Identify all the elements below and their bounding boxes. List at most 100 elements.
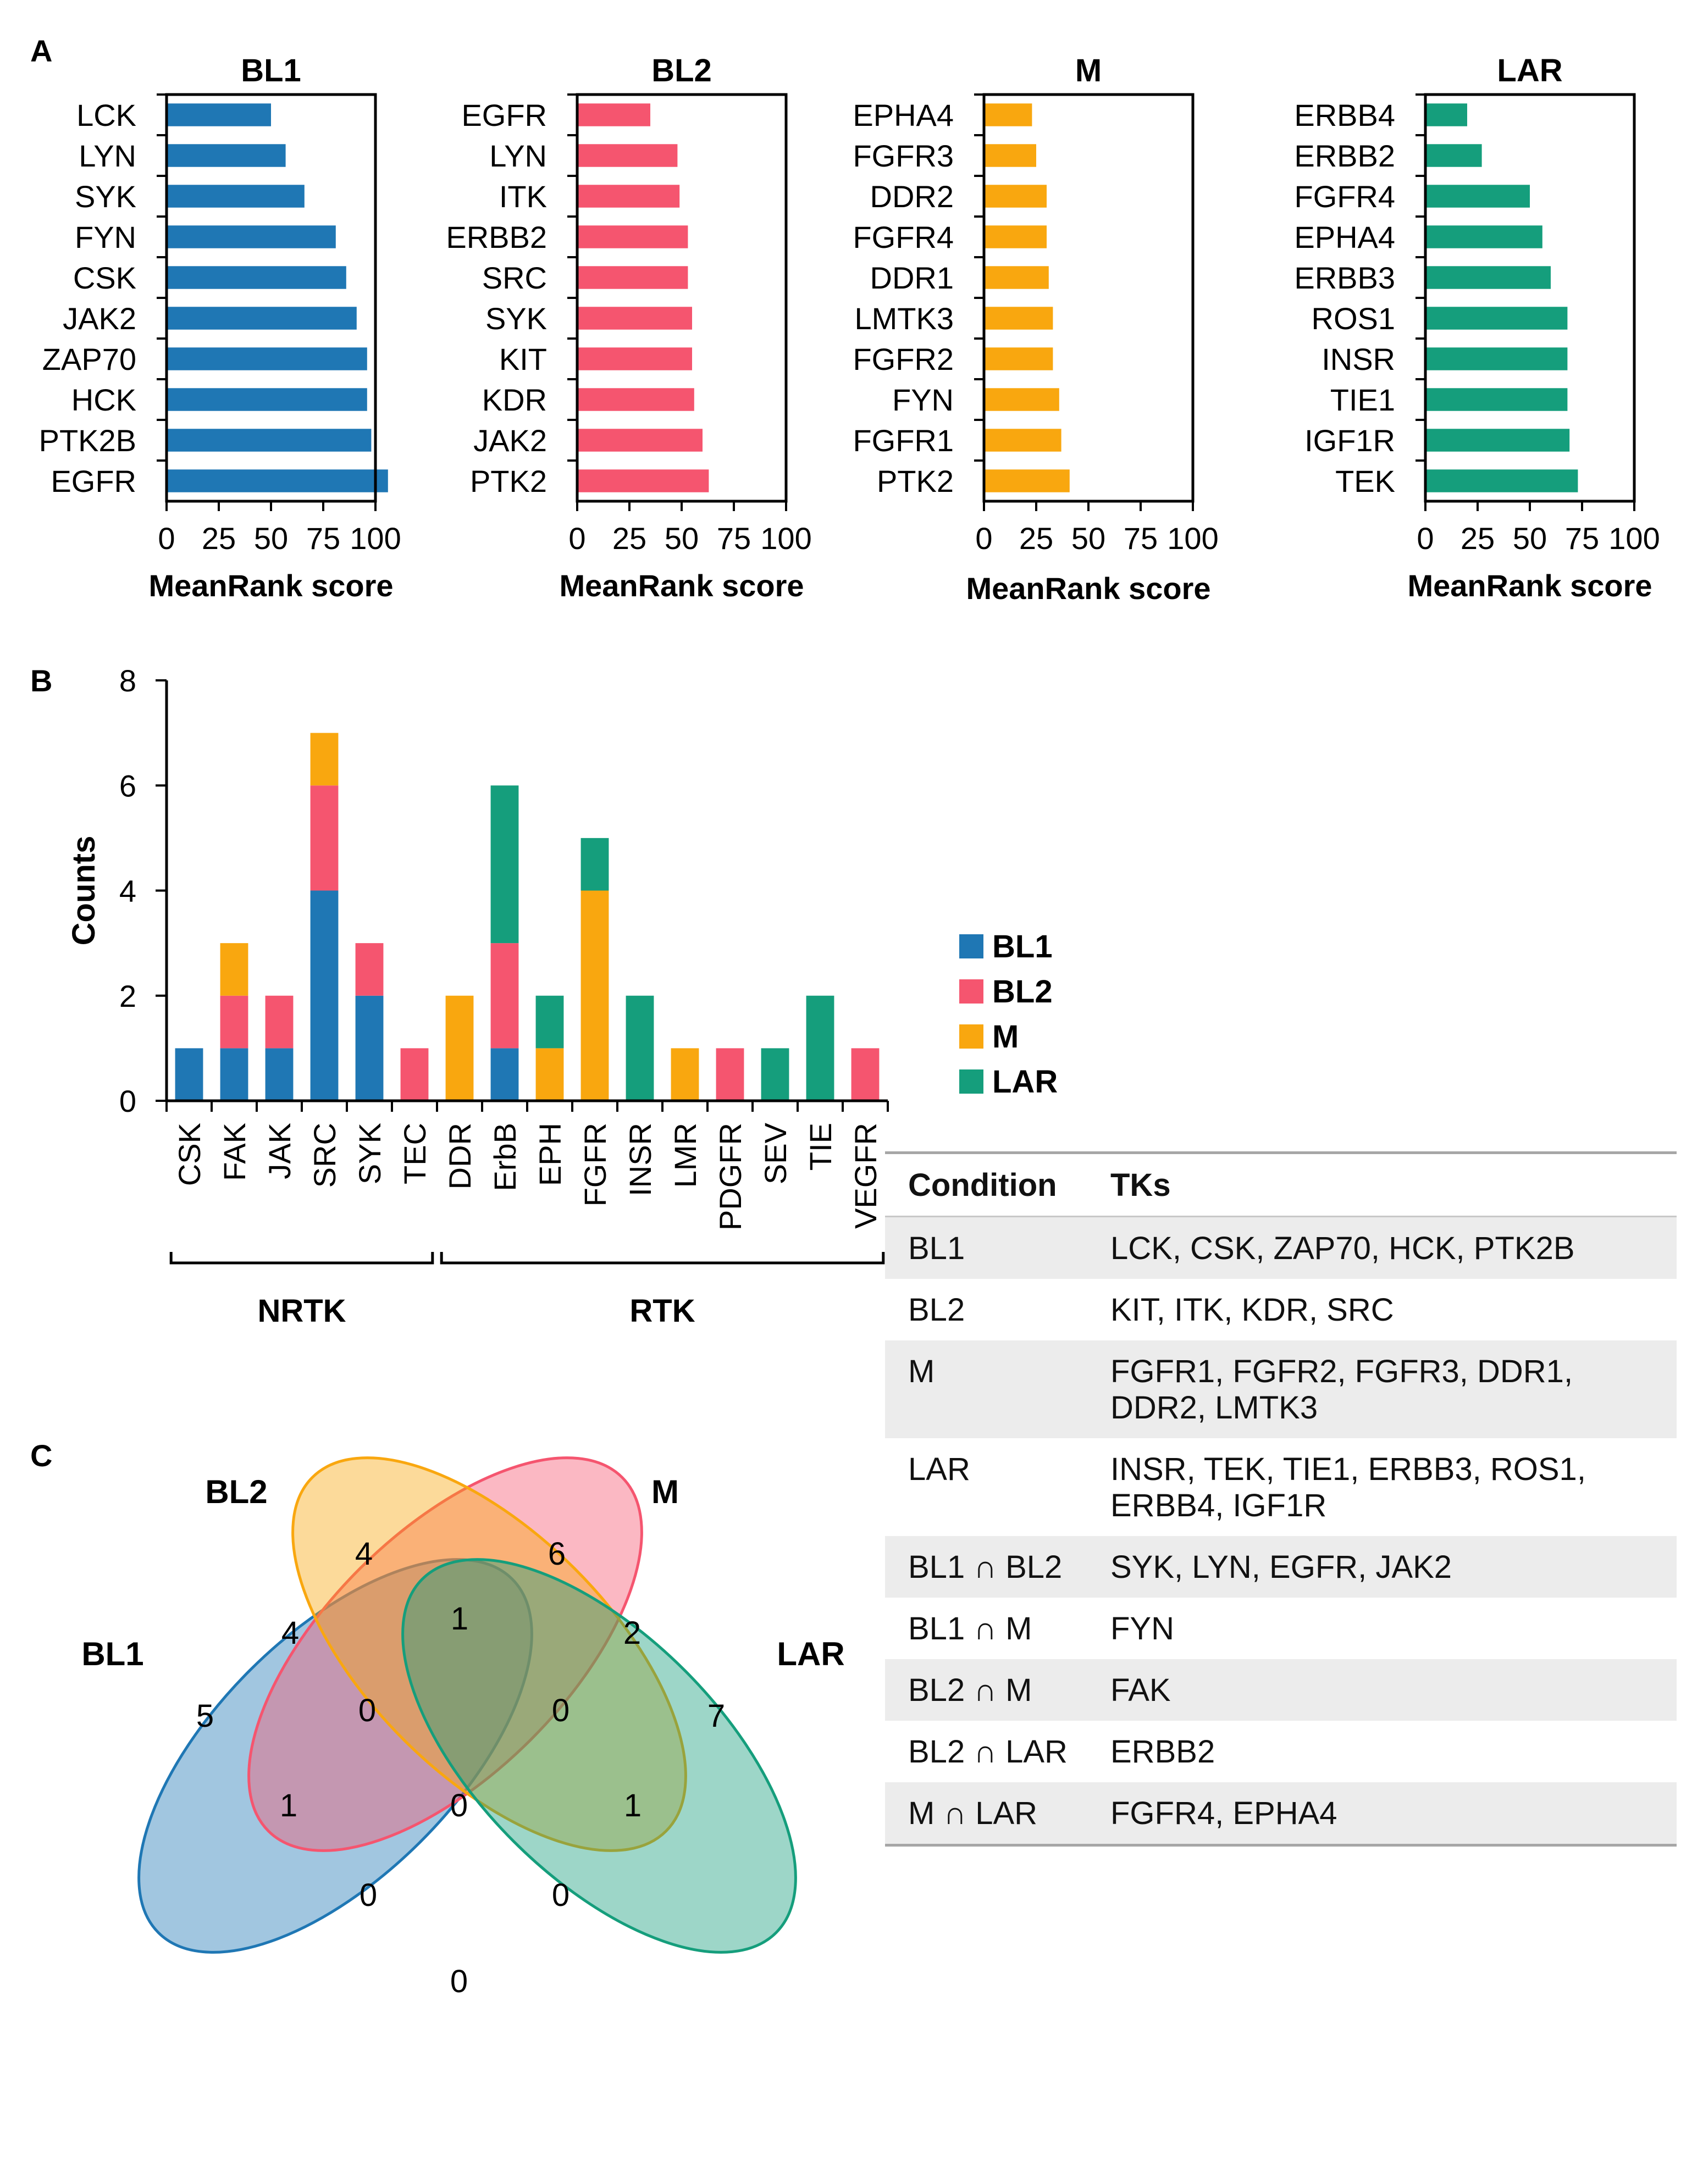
bar-tie1 — [1425, 388, 1568, 411]
bar-segment-jak-bl2 — [265, 995, 294, 1049]
bar-ddr2 — [984, 185, 1047, 208]
cell-tks: FGFR4, EPHA4 — [1110, 1795, 1337, 1831]
bar-segment-vegfr-bl2 — [851, 1048, 880, 1101]
bar-epha4 — [984, 103, 1032, 126]
group-label-nrtk: NRTK — [257, 1293, 346, 1329]
y-tick-label: 0 — [119, 1084, 136, 1118]
venn-count-bl1-lar: 0 — [450, 1964, 468, 1999]
category-label-ptk2b: PTK2B — [39, 423, 136, 458]
category-label-itk: ITK — [499, 179, 547, 214]
bar-kdr — [577, 388, 694, 411]
x-tick-label: 100 — [1167, 521, 1218, 556]
category-label-erbb4: ERBB4 — [1294, 98, 1395, 132]
category-label-src: SRC — [482, 260, 547, 295]
bar-lyn — [167, 144, 286, 167]
category-label-fgfr3: FGFR3 — [853, 138, 954, 173]
category-label-erbb: ErbB — [488, 1123, 522, 1191]
category-label-lyn: LYN — [489, 138, 547, 173]
category-label-erbb2: ERBB2 — [446, 220, 547, 254]
venn-diagram: BL1 BL2 M LAR 5 4 6 7 4 1 2 0 0 1 0 1 0 0 0 — [81, 1456, 845, 1999]
bar-lmtk3 — [984, 307, 1053, 330]
table-header-row: Condition TKs — [885, 1154, 1677, 1217]
category-label-lyn: LYN — [79, 138, 136, 173]
category-label-tie: TIE — [803, 1123, 838, 1171]
category-label-egfr: EGFR — [461, 98, 547, 132]
bar-fyn — [984, 388, 1059, 411]
category-label-insr: INSR — [623, 1123, 657, 1196]
bar-egfr — [577, 103, 650, 126]
bar-csk — [167, 266, 346, 289]
bar-ptk2 — [984, 469, 1070, 492]
category-label-tek: TEK — [1335, 464, 1395, 498]
category-label-ddr2: DDR2 — [870, 179, 954, 214]
venn-count-bl1-m-lar: 0 — [360, 1877, 377, 1913]
venn-count-m-lar: 2 — [623, 1615, 641, 1651]
bar-src — [577, 266, 688, 289]
chart-title: LAR — [1497, 53, 1562, 88]
bar-segment-fgfr-m — [580, 890, 609, 1101]
cell-tks: INSR, TEK, TIE1, ERBB3, ROS1, ERBB4, IGF… — [1110, 1451, 1586, 1523]
category-label-csk: CSK — [172, 1123, 207, 1186]
bar-erbb2 — [1425, 144, 1482, 167]
bar-tek — [1425, 469, 1578, 492]
legend-swatch-bl2 — [959, 979, 983, 1004]
bar-ptk2b — [167, 429, 372, 452]
bar-segment-eph-m — [535, 1048, 564, 1101]
category-label-epha4: EPHA4 — [1294, 220, 1395, 254]
category-label-src: SRC — [307, 1123, 342, 1188]
category-label-fak: FAK — [217, 1123, 252, 1181]
venn-label-m: M — [651, 1473, 679, 1510]
x-axis-label: MeanRank score — [1407, 568, 1652, 603]
table-row: BL2 ∩ LAR ERBB2 — [885, 1721, 1677, 1782]
panel-label-b: B — [30, 663, 52, 698]
cell-condition: BL1 ∩ BL2 — [908, 1549, 1063, 1585]
bar-fgfr3 — [984, 144, 1036, 167]
category-label-lmtk3: LMTK3 — [855, 301, 954, 336]
legend-label-bl2: BL2 — [992, 974, 1053, 1010]
x-tick-label: 100 — [760, 521, 811, 556]
category-label-jak2: JAK2 — [473, 423, 547, 458]
chart-title: M — [1075, 53, 1102, 88]
bar-chart-bl1: BL1 LCK LYN SYK FYN CSK JAK2 ZAP70 HCK PTK2B EGFR 0… — [39, 53, 401, 603]
x-tick-label: 50 — [665, 521, 699, 556]
bar-fgfr4 — [984, 225, 1047, 248]
category-label-erbb2: ERBB2 — [1294, 138, 1395, 173]
bar-segment-fak-m — [220, 943, 248, 996]
table-row: BL1 LCK, CSK, ZAP70, HCK, PTK2B — [885, 1217, 1677, 1279]
category-label-epha4: EPHA4 — [853, 98, 954, 132]
bar-segment-erbb-bl2 — [490, 943, 519, 1049]
panel-label-c: C — [30, 1438, 52, 1473]
bar-segment-jak-bl1 — [265, 1048, 294, 1101]
cell-condition: BL2 — [908, 1292, 965, 1328]
legend-swatch-lar — [959, 1069, 983, 1094]
x-tick-label: 100 — [1608, 521, 1660, 556]
legend-label-lar: LAR — [992, 1064, 1058, 1100]
x-tick-label: 75 — [1565, 521, 1599, 556]
header-tks: TKs — [1110, 1167, 1171, 1203]
legend-label-m: M — [992, 1019, 1019, 1055]
bar-erbb3 — [1425, 266, 1551, 289]
category-label-ros1: ROS1 — [1312, 301, 1396, 336]
bar-fgfr4 — [1425, 185, 1530, 208]
category-label-fgfr4: FGFR4 — [1294, 179, 1395, 214]
y-tick-label: 8 — [119, 663, 136, 698]
y-axis-label: Counts — [66, 836, 102, 946]
x-tick-label: 25 — [1461, 521, 1495, 556]
bar-syk — [167, 185, 305, 208]
bar-segment-csk-bl1 — [175, 1048, 203, 1101]
legend-label-bl1: BL1 — [992, 929, 1053, 964]
cell-tks: FGFR1, FGFR2, FGFR3, DDR1, DDR2, LMTK3 — [1110, 1354, 1573, 1426]
table-row: M FGFR1, FGFR2, FGFR3, DDR1, DDR2, LMTK3 — [885, 1340, 1677, 1438]
bar-jak2 — [167, 307, 357, 330]
bar-ddr1 — [984, 266, 1049, 289]
bar-segment-syk-bl2 — [355, 943, 384, 996]
bracket-nrtk — [169, 1252, 434, 1265]
x-tick-label: 25 — [1019, 521, 1053, 556]
category-label-fyn: FYN — [75, 220, 136, 254]
cell-condition: BL1 — [908, 1230, 965, 1266]
bar-epha4 — [1425, 225, 1542, 248]
venn-set-bl2 — [247, 1456, 643, 1852]
category-label-kit: KIT — [499, 342, 547, 376]
category-label-fgfr: FGFR — [578, 1123, 612, 1206]
venn-count-bl2-m-lar: 0 — [552, 1693, 569, 1728]
